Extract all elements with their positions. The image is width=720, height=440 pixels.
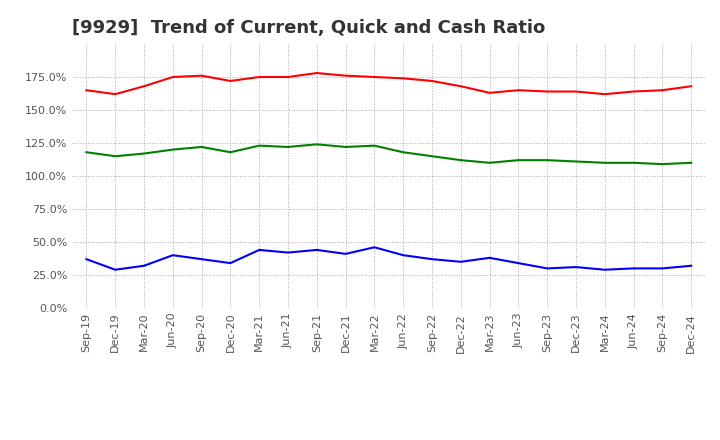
Current Ratio	[600, 92, 609, 97]
Quick Ratio	[370, 143, 379, 148]
Cash Ratio	[514, 260, 523, 266]
Current Ratio	[543, 89, 552, 94]
Line: Current Ratio: Current Ratio	[86, 73, 691, 94]
Current Ratio	[226, 78, 235, 84]
Cash Ratio	[111, 267, 120, 272]
Cash Ratio	[82, 257, 91, 262]
Quick Ratio	[168, 147, 177, 152]
Quick Ratio	[658, 161, 667, 167]
Quick Ratio	[428, 154, 436, 159]
Line: Quick Ratio: Quick Ratio	[86, 144, 691, 164]
Quick Ratio	[543, 158, 552, 163]
Cash Ratio	[284, 250, 292, 255]
Cash Ratio	[456, 259, 465, 264]
Quick Ratio	[82, 150, 91, 155]
Quick Ratio	[456, 158, 465, 163]
Current Ratio	[82, 88, 91, 93]
Quick Ratio	[341, 144, 350, 150]
Quick Ratio	[687, 160, 696, 165]
Cash Ratio	[399, 253, 408, 258]
Quick Ratio	[284, 144, 292, 150]
Line: Cash Ratio: Cash Ratio	[86, 247, 691, 270]
Current Ratio	[255, 74, 264, 80]
Current Ratio	[284, 74, 292, 80]
Cash Ratio	[600, 267, 609, 272]
Quick Ratio	[140, 151, 148, 156]
Cash Ratio	[485, 255, 494, 260]
Quick Ratio	[600, 160, 609, 165]
Quick Ratio	[226, 150, 235, 155]
Cash Ratio	[226, 260, 235, 266]
Cash Ratio	[428, 257, 436, 262]
Current Ratio	[168, 74, 177, 80]
Cash Ratio	[658, 266, 667, 271]
Current Ratio	[111, 92, 120, 97]
Quick Ratio	[485, 160, 494, 165]
Cash Ratio	[572, 264, 580, 270]
Cash Ratio	[341, 251, 350, 257]
Current Ratio	[370, 74, 379, 80]
Quick Ratio	[312, 142, 321, 147]
Quick Ratio	[572, 159, 580, 164]
Current Ratio	[629, 89, 638, 94]
Current Ratio	[572, 89, 580, 94]
Current Ratio	[514, 88, 523, 93]
Cash Ratio	[255, 247, 264, 253]
Current Ratio	[140, 84, 148, 89]
Quick Ratio	[399, 150, 408, 155]
Cash Ratio	[312, 247, 321, 253]
Current Ratio	[197, 73, 206, 78]
Quick Ratio	[514, 158, 523, 163]
Quick Ratio	[629, 160, 638, 165]
Cash Ratio	[140, 263, 148, 268]
Current Ratio	[456, 84, 465, 89]
Cash Ratio	[629, 266, 638, 271]
Cash Ratio	[687, 263, 696, 268]
Current Ratio	[687, 84, 696, 89]
Quick Ratio	[197, 144, 206, 150]
Current Ratio	[658, 88, 667, 93]
Quick Ratio	[111, 154, 120, 159]
Current Ratio	[399, 76, 408, 81]
Current Ratio	[312, 70, 321, 76]
Cash Ratio	[197, 257, 206, 262]
Quick Ratio	[255, 143, 264, 148]
Cash Ratio	[168, 253, 177, 258]
Current Ratio	[428, 78, 436, 84]
Current Ratio	[485, 90, 494, 95]
Current Ratio	[341, 73, 350, 78]
Cash Ratio	[543, 266, 552, 271]
Text: [9929]  Trend of Current, Quick and Cash Ratio: [9929] Trend of Current, Quick and Cash …	[72, 19, 545, 37]
Cash Ratio	[370, 245, 379, 250]
